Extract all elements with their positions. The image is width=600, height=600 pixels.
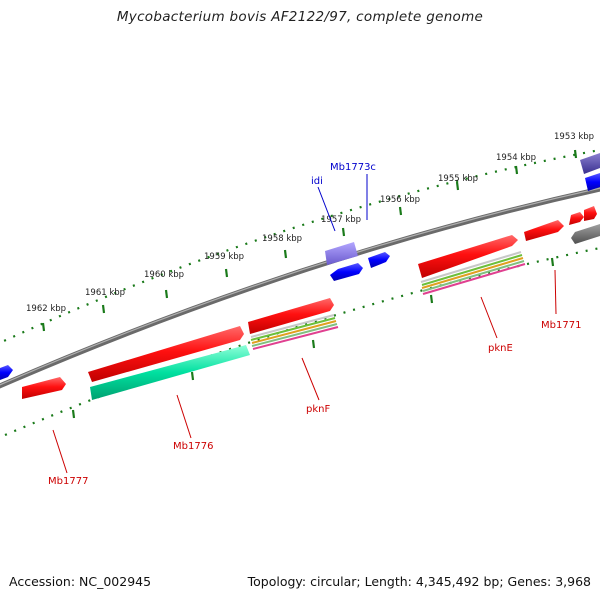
gene-label-pknf[interactable]: pknF: [306, 404, 330, 415]
gene-arrow-red[interactable]: [524, 220, 564, 241]
ruler-label: 1957 kbp: [321, 215, 361, 225]
ruler-label: 1955 kbp: [438, 174, 478, 184]
gene-label-idi[interactable]: idi: [311, 176, 323, 187]
inner-ruler-major-ticks: [71, 257, 555, 419]
gene-arrow-red[interactable]: [248, 298, 334, 334]
gene-block-blue[interactable]: [585, 173, 600, 191]
gene-label-mb1777[interactable]: Mb1777: [48, 476, 88, 487]
gene-arrow-blue[interactable]: [330, 263, 363, 281]
gene-arrow-red[interactable]: [88, 326, 244, 382]
genome-backbone: [0, 186, 600, 389]
gene-arrow-red[interactable]: [584, 206, 597, 221]
inner-ruler: [4, 246, 600, 437]
outer-ruler-major-ticks: [41, 149, 578, 332]
ruler-label: 1959 kbp: [204, 252, 244, 262]
leader-lines: [52, 174, 557, 474]
ruler-label: 1960 kbp: [144, 270, 184, 280]
ruler-label: 1953 kbp: [554, 132, 594, 142]
ruler-label: 1958 kbp: [262, 234, 302, 244]
gene-label-mb1771[interactable]: Mb1771: [541, 320, 581, 331]
ruler-labels: 1953 kbp 1954 kbp 1955 kbp 1956 kbp 1957…: [26, 132, 594, 314]
ruler-label: 1956 kbp: [380, 195, 420, 205]
ruler-label: 1961 kbp: [85, 288, 125, 298]
reverse-strand-features: [0, 153, 600, 380]
ruler-label: 1954 kbp: [496, 153, 536, 163]
gene-arrow-red[interactable]: [418, 235, 518, 278]
genome-summary: Topology: circular; Length: 4,345,492 bp…: [247, 574, 591, 589]
accession-label: Accession: NC_002945: [9, 574, 152, 589]
ruler-label: 1962 kbp: [26, 304, 66, 314]
pknf-domain-stripes: [250, 314, 339, 350]
gene-label-mb1773c[interactable]: Mb1773c: [330, 162, 376, 173]
gene-arrow-blue[interactable]: [368, 252, 390, 268]
gene-arrow-red[interactable]: [569, 212, 584, 225]
gene-arrow-grey[interactable]: [571, 224, 600, 244]
gene-arrow-red[interactable]: [22, 377, 66, 399]
gene-labels: Mb1773c idi Mb1771 pknE pknF Mb1776 Mb17…: [48, 162, 581, 487]
map-title: Mycobacterium bovis AF2122/97, complete …: [116, 9, 484, 25]
gene-block-navy[interactable]: [580, 153, 600, 174]
gene-label-mb1776[interactable]: Mb1776: [173, 441, 213, 452]
annotation-stripes: [90, 251, 526, 400]
cds-highlight: [90, 345, 250, 400]
rna-block-purple[interactable]: [325, 242, 358, 265]
pkne-domain-stripes: [420, 251, 526, 295]
forward-strand-features: [22, 206, 597, 399]
gene-arrow-blue[interactable]: [0, 365, 13, 380]
gene-label-pkne[interactable]: pknE: [488, 343, 513, 354]
